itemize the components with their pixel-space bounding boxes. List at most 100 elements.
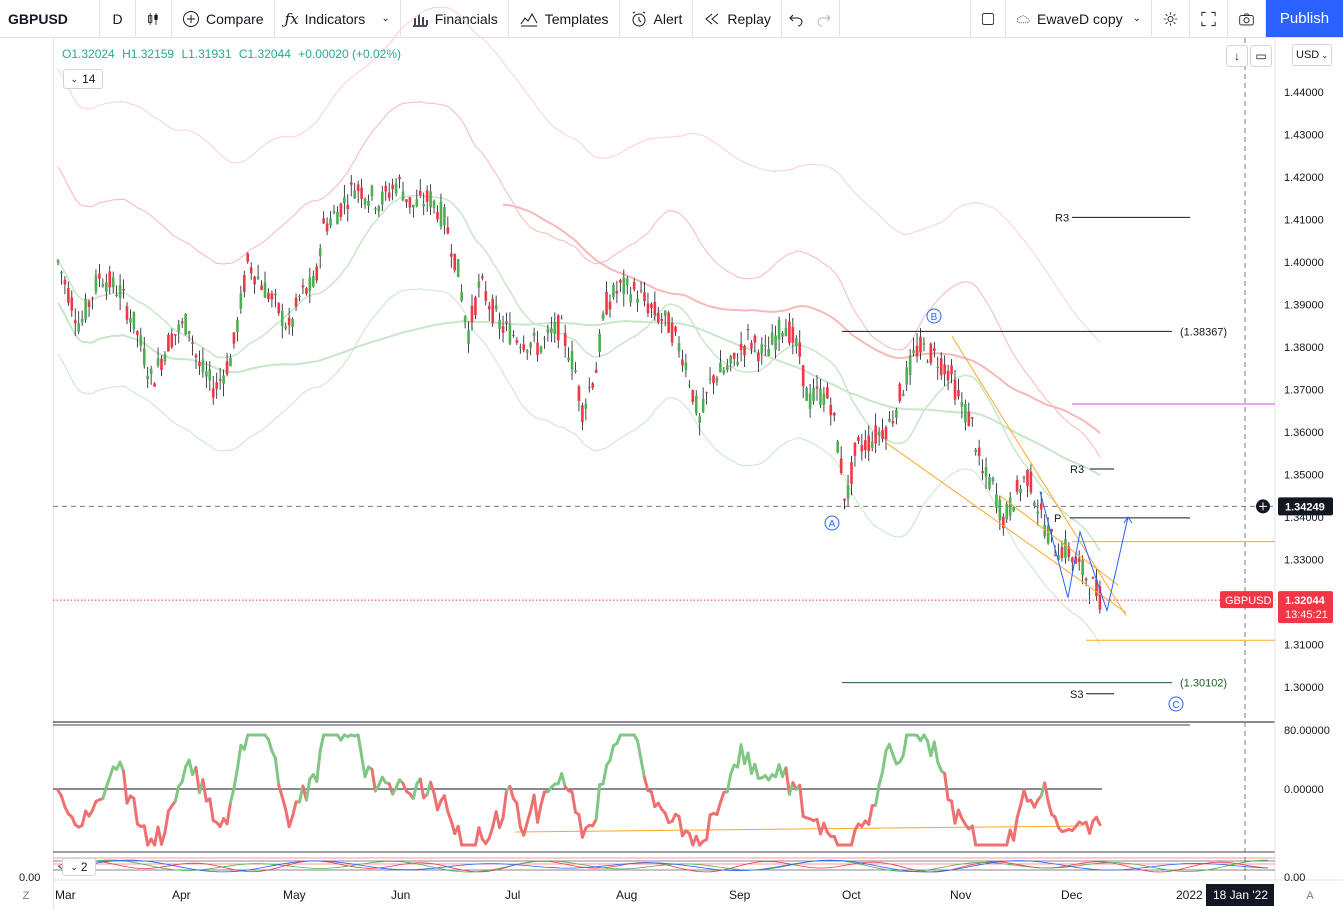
price-tick-label: 1.33000 (1284, 555, 1324, 567)
select-layout-button[interactable] (970, 0, 1006, 37)
layout-name-button[interactable]: EwaveD copy ⌄ (1006, 0, 1152, 37)
wave-circle-wave_c (1168, 696, 1184, 712)
candle-body (739, 343, 743, 351)
price-tick-label: 1.43000 (1284, 130, 1324, 142)
osc-segment (442, 794, 450, 814)
osc-trendline (514, 825, 1083, 833)
osc-segment (304, 777, 312, 802)
osc-segment (943, 771, 950, 802)
osc-segment (122, 769, 129, 805)
compare-button[interactable]: Compare (172, 0, 275, 37)
interval-button[interactable]: D (100, 0, 136, 37)
candle-body (991, 477, 995, 481)
indicators-collapse-toggle[interactable]: ⌄ 14 (63, 69, 103, 89)
zoom-reset-button[interactable]: Z (17, 887, 35, 905)
settings-button[interactable] (1152, 0, 1190, 37)
candle-body (726, 365, 729, 371)
fullscreen-button[interactable] (1190, 0, 1228, 37)
candle-body (977, 447, 981, 457)
chevron-down-icon[interactable]: ⌄ (381, 13, 390, 24)
candle-body (532, 332, 536, 336)
candle-body (467, 330, 470, 344)
undo-button[interactable] (782, 0, 810, 37)
candle-body (1057, 555, 1060, 561)
candle-body (156, 358, 160, 366)
osc-segment (163, 809, 170, 834)
price-tick-label: 1.38000 (1284, 342, 1324, 354)
candle-body (936, 366, 940, 368)
candle-body (967, 411, 971, 427)
candle-body (753, 335, 757, 343)
replay-button[interactable]: Replay (693, 0, 782, 37)
auto-scale-button[interactable]: A (1301, 887, 1319, 905)
candle-body (501, 326, 505, 333)
candle-body (405, 199, 408, 203)
candle-body (443, 207, 446, 226)
candle-body (84, 299, 87, 320)
candle-body (1095, 579, 1098, 597)
candle-body (929, 343, 933, 363)
candle-body (570, 351, 574, 370)
candle-body (556, 315, 560, 341)
chart-type-button[interactable] (136, 0, 172, 37)
price-tick-label: 1.41000 (1284, 215, 1324, 227)
candle-body (1039, 503, 1043, 510)
financials-button[interactable]: Financials (401, 0, 509, 37)
candle-body (1036, 511, 1040, 514)
legend-high: H1.32159 (122, 47, 175, 61)
osc-segment (643, 776, 650, 792)
r3-label-lower: R3 (1070, 464, 1084, 476)
candle-body (436, 211, 439, 220)
candle-body (139, 335, 143, 346)
templates-button[interactable]: Templates (509, 0, 620, 37)
candle-body (170, 333, 174, 348)
snapshot-button[interactable] (1228, 0, 1266, 37)
indicators-button[interactable]: ƒx Indicators ⌄ (275, 0, 401, 37)
candle-body (512, 335, 515, 337)
osc-segment (1015, 804, 1023, 820)
scroll-down-button[interactable]: ↓ (1226, 45, 1248, 67)
candle-body (601, 313, 605, 319)
candle-body (829, 404, 833, 416)
candle-body (757, 352, 760, 362)
candle-body (619, 280, 622, 283)
osc-tick-label: 80.00000 (1284, 725, 1330, 737)
currency-select[interactable]: USD ⌄ (1292, 44, 1332, 66)
chevron-down-icon: ⌄ (70, 861, 78, 872)
candle-body (432, 200, 436, 208)
osc-segment (887, 742, 895, 757)
redo-button[interactable] (810, 0, 840, 37)
osc-segment (525, 809, 533, 824)
candle-body (888, 418, 891, 422)
osc-segment (225, 800, 232, 826)
symbol-search[interactable]: GBPUSD (0, 0, 100, 37)
candle-body (198, 362, 201, 367)
price-tick-label: 1.30000 (1284, 682, 1324, 694)
square-icon (982, 12, 994, 25)
candle-body (770, 332, 774, 345)
candle-body (363, 198, 367, 205)
osc-segment (59, 794, 67, 809)
osc-segment (411, 782, 419, 800)
candle-body (763, 345, 767, 347)
crosshair-date-label: 18 Jan '22 (1213, 888, 1268, 902)
osc-segment (536, 803, 543, 824)
candle-body (539, 346, 543, 353)
candle-body (839, 458, 843, 474)
candle-body (670, 323, 674, 343)
osc-segment (539, 790, 546, 807)
maximize-pane-button[interactable]: ▭ (1250, 45, 1272, 67)
candle-body (553, 321, 557, 334)
candle-body (660, 319, 664, 322)
indicator-count: 14 (82, 72, 96, 86)
publish-button[interactable]: Publish (1266, 0, 1343, 37)
sub-indicators-toggle[interactable]: ⌄ 2 (62, 858, 96, 876)
candle-body (63, 279, 67, 285)
candle-body (591, 383, 595, 388)
alert-button[interactable]: Alert (620, 0, 694, 37)
candle-body (122, 288, 125, 291)
chevron-down-icon: ⌄ (1132, 13, 1141, 24)
candle-body (795, 338, 798, 347)
candle-body (1064, 539, 1067, 559)
